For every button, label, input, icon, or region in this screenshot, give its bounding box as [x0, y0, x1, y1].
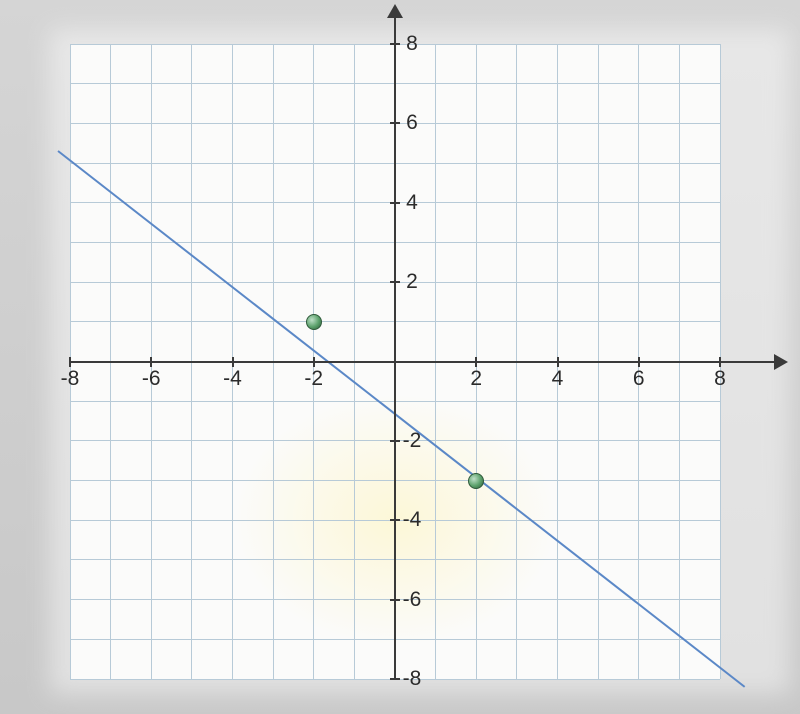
data-point [306, 314, 322, 330]
y-tick [390, 519, 400, 521]
x-tick-label: 8 [714, 367, 726, 391]
x-tick-label: -6 [142, 367, 161, 391]
y-tick [390, 202, 400, 204]
x-tick [557, 357, 559, 367]
x-tick [638, 357, 640, 367]
x-tick [313, 357, 315, 367]
y-tick [390, 281, 400, 283]
y-tick-label: -4 [403, 508, 422, 532]
x-tick [719, 357, 721, 367]
y-tick [390, 599, 400, 601]
y-tick-label: 4 [406, 191, 418, 215]
coordinate-plane: -8 -6 -4 -2 2 4 6 8 -8 -6 -4 -2 2 4 6 8 [0, 0, 800, 714]
y-tick-label: -2 [403, 429, 422, 453]
y-tick-label: 2 [406, 270, 418, 294]
y-tick [390, 440, 400, 442]
x-tick-label: 2 [470, 367, 482, 391]
x-tick-label: -2 [304, 367, 323, 391]
y-tick-label: -6 [403, 588, 422, 612]
x-tick-label: -8 [61, 367, 80, 391]
x-axis-arrow-icon [774, 354, 788, 370]
y-tick [390, 678, 400, 680]
data-point [468, 473, 484, 489]
x-tick [150, 357, 152, 367]
y-tick-label: -8 [403, 667, 422, 691]
y-tick [390, 122, 400, 124]
y-tick [390, 43, 400, 45]
y-tick-label: 8 [406, 32, 418, 56]
x-tick [232, 357, 234, 367]
x-tick-label: -4 [223, 367, 242, 391]
y-axis-arrow-icon [387, 4, 403, 18]
x-tick [69, 357, 71, 367]
x-axis [70, 361, 776, 363]
x-tick [475, 357, 477, 367]
x-tick-label: 6 [633, 367, 645, 391]
y-tick-label: 6 [406, 111, 418, 135]
y-axis [394, 16, 396, 679]
x-tick-label: 4 [552, 367, 564, 391]
